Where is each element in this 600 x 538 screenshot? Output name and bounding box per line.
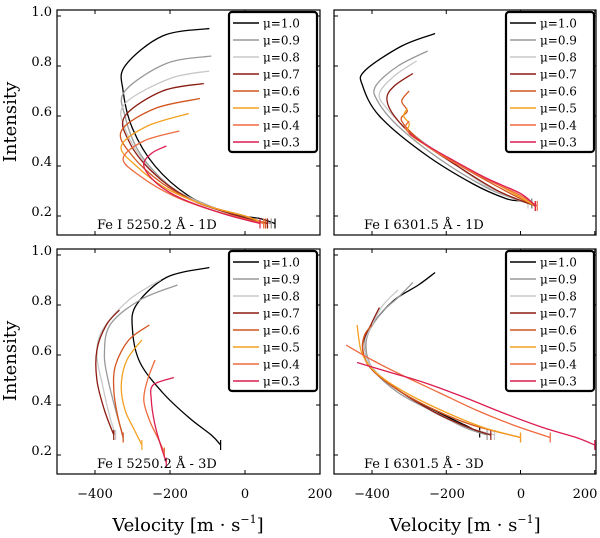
legend-box: [504, 249, 596, 393]
xtick-label: −200: [429, 487, 465, 502]
series-line-μ=0.3: [408, 132, 536, 207]
series-line-μ=0.7: [362, 307, 492, 436]
legend-entry: μ=0.7: [263, 307, 300, 321]
ytick-label: 0.4: [31, 155, 52, 170]
legend-box: [227, 249, 319, 393]
series-line-μ=0.7: [95, 309, 120, 436]
legend-5250-3d: μ=1.0 μ=0.9 μ=0.8 μ=0.7 μ=0.6 μ=0.5 μ=0.4 μ=0.3: [227, 249, 319, 393]
ytick-label: 0.6: [31, 344, 52, 359]
series-line-μ=0.5: [356, 324, 521, 439]
series-line-μ=0.6: [112, 324, 150, 438]
legend-box: [504, 10, 596, 154]
panel-label-5250-1d: Fe I 5250.2 Å - 1D: [97, 217, 217, 233]
xtick-label: 200: [573, 487, 598, 502]
series-line-μ=0.3: [150, 376, 175, 463]
legend-entry: μ=0.6: [540, 324, 577, 338]
legend-5250-1d: μ=1.0 μ=0.9 μ=0.8 μ=0.7 μ=0.6 μ=0.5 μ=0.4 μ=0.3: [227, 10, 319, 154]
panel-frame-6301-3d: [333, 248, 597, 475]
series-line-μ=0.4: [345, 344, 551, 439]
series-line-μ=0.4: [404, 120, 538, 207]
series-line-μ=0.8: [96, 279, 161, 436]
ytick-label: 0.2: [31, 205, 52, 220]
legend-entry: μ=0.7: [540, 68, 577, 82]
legend-6301-1d: μ=1.0 μ=0.9 μ=0.8 μ=0.7 μ=0.6 μ=0.5 μ=0.4 μ=0.3: [504, 10, 596, 154]
legend-entry: μ=0.6: [263, 85, 300, 99]
series-line-μ=0.8: [363, 289, 495, 436]
series-line-μ=0.7: [121, 82, 268, 225]
legend-entry: μ=0.5: [540, 341, 577, 355]
xtick-label: 0: [517, 487, 525, 502]
legend-entry: μ=0.4: [540, 119, 577, 133]
legend-entry: μ=0.9: [540, 34, 577, 48]
legend-entry: μ=0.9: [263, 273, 300, 287]
series-line-μ=0.3: [356, 361, 596, 446]
legend-entry: μ=0.5: [263, 341, 300, 355]
series-line-μ=0.3: [143, 145, 261, 225]
legend-entry: μ=1.0: [540, 256, 577, 270]
panel-label-5250-3d: Fe I 5250.2 Å - 3D: [97, 456, 217, 472]
ytick-label: 1.0: [31, 5, 52, 20]
ytick-label: 0.4: [31, 394, 52, 409]
series-line-μ=0.9: [103, 284, 178, 438]
panel-frame-6301-1d: [333, 9, 597, 236]
ytick-label: 0.8: [31, 55, 52, 70]
panel-curves-6301-3d: [345, 271, 596, 450]
legend-entry: μ=0.4: [540, 358, 577, 372]
legend-entry: μ=0.3: [540, 136, 577, 150]
ytick-label: 0.8: [31, 294, 52, 309]
ylabel-bottom: Intensity: [0, 320, 21, 401]
legend-entry: μ=0.5: [540, 102, 577, 116]
series-line-μ=1.0: [131, 266, 222, 446]
legend-entry: μ=1.0: [540, 17, 577, 31]
legend-entry: μ=0.7: [540, 307, 577, 321]
panel-frame-5250-1d: [56, 9, 321, 236]
legend-entry: μ=0.4: [263, 119, 300, 133]
panel-label-6301-1d: Fe I 6301.5 Å - 1D: [364, 217, 484, 233]
axis-ticks: [57, 10, 596, 474]
series-line-μ=0.5: [402, 108, 536, 207]
legend-entry: μ=0.3: [263, 136, 300, 150]
legend-entry: μ=0.9: [540, 273, 577, 287]
series-line-μ=1.0: [359, 32, 532, 205]
xlabel-right: Velocity [m · s−1]: [388, 513, 540, 536]
legend-entry: μ=0.3: [263, 375, 300, 389]
legend-box: [227, 10, 319, 154]
series-line-μ=0.7: [386, 72, 536, 207]
legend-entry: μ=0.8: [540, 290, 577, 304]
legend-entry: μ=0.6: [263, 324, 300, 338]
legend-entry: μ=0.6: [540, 85, 577, 99]
legend-entry: μ=1.0: [263, 17, 300, 31]
series-line-μ=0.6: [361, 324, 521, 439]
panel-curves-5250-3d: [95, 266, 222, 468]
xtick-label: −200: [152, 487, 188, 502]
xtick-label: 200: [308, 487, 333, 502]
ytick-label: 0.6: [31, 105, 52, 120]
panel-curves-5250-1d: [119, 27, 276, 229]
legend-entry: μ=0.4: [263, 358, 300, 372]
legend-entry: μ=0.7: [263, 68, 300, 82]
legend-6301-3d: μ=1.0 μ=0.9 μ=0.8 μ=0.7 μ=0.6 μ=0.5 μ=0.4 μ=0.3: [504, 249, 596, 393]
legend-entry: μ=0.9: [263, 34, 300, 48]
series-line-μ=0.5: [120, 339, 143, 446]
ytick-label: 0.2: [31, 444, 52, 459]
ytick-label: 1.0: [31, 244, 52, 259]
panel-frame-5250-3d: [56, 248, 321, 475]
xtick-label: −400: [354, 487, 390, 502]
panel-curves-6301-1d: [359, 32, 538, 211]
legend-entry: μ=0.3: [540, 375, 577, 389]
legend-entry: μ=0.8: [540, 51, 577, 65]
panel-label-6301-3d: Fe I 6301.5 Å - 3D: [364, 456, 484, 472]
xtick-label: −400: [77, 487, 113, 502]
series-line-μ=0.6: [400, 90, 536, 207]
legend-entry: μ=0.8: [263, 290, 300, 304]
series-line-μ=1.0: [363, 271, 480, 434]
legend-entry: μ=1.0: [263, 256, 300, 270]
legend-entry: μ=0.5: [263, 102, 300, 116]
legend-entry: μ=0.8: [263, 51, 300, 65]
xtick-label: 0: [241, 487, 249, 502]
series-line-μ=0.9: [365, 282, 488, 436]
ylabel-top: Intensity: [0, 81, 21, 162]
xlabel-left: Velocity [m · s−1]: [111, 513, 263, 536]
